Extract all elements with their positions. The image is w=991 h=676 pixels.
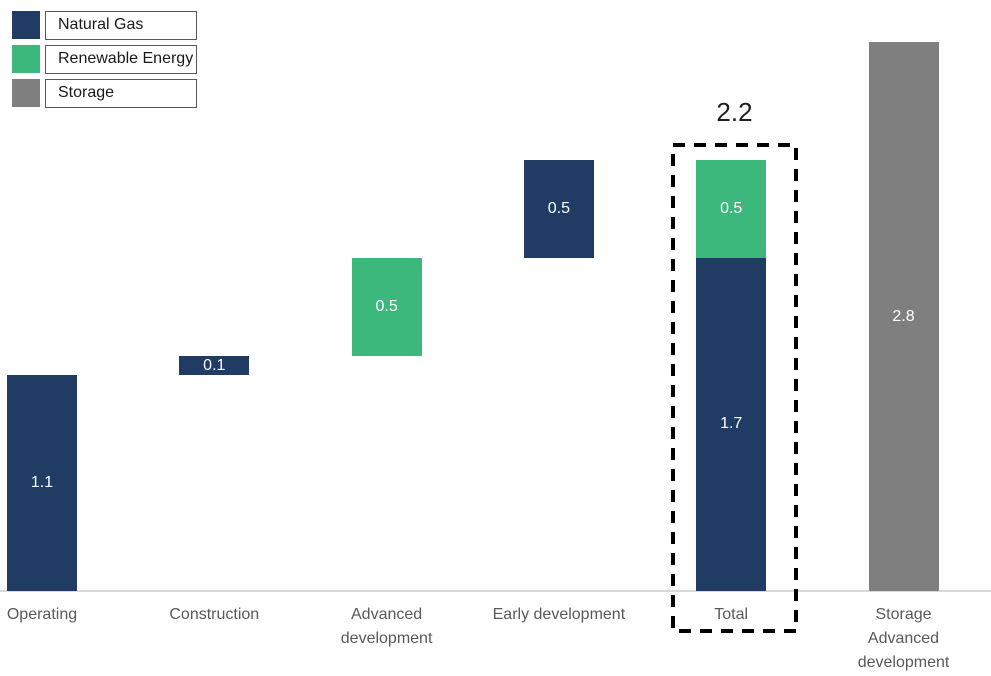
legend-label-renewable-energy: Renewable Energy	[45, 44, 197, 74]
bar-segment-advanced-development-renewable_energy: 0.5	[351, 257, 422, 356]
bar-value-label: 2.8	[892, 307, 915, 325]
legend-swatch-storage-icon	[12, 79, 40, 107]
bar-value-label: 0.1	[203, 356, 226, 374]
bar-value-label: 1.1	[30, 474, 54, 492]
total-highlight-box	[671, 143, 798, 633]
x-axis-label-operating: Operating	[6, 606, 78, 623]
bar-value-label: 0.5	[375, 297, 398, 315]
legend-item-storage: Storage	[12, 78, 197, 108]
x-axis-label-early-development: Early development	[492, 606, 626, 623]
bar-segment-operating-natural_gas: 1.1	[7, 375, 77, 591]
bar-value-label: 0.5	[547, 199, 571, 217]
legend-label-natural-gas: Natural Gas	[45, 10, 197, 40]
x-axis-label-construction: Construction	[169, 606, 260, 623]
bar-value-label: 1.7	[720, 415, 743, 433]
total-callout-value: 2.2	[716, 97, 753, 127]
bar-segment-construction-natural_gas: 0.1	[179, 355, 250, 376]
x-axis-label-advanced-development: Advanced development	[340, 606, 433, 647]
bar-value-label: 0.5	[720, 199, 743, 217]
legend-swatch-natural-gas-icon	[12, 11, 40, 39]
bar-segment-total-natural_gas: 1.7	[696, 257, 767, 591]
legend-label-storage: Storage	[45, 78, 197, 108]
x-axis-label-total: Total	[714, 606, 749, 623]
bar-segment-early-development-natural_gas: 0.5	[523, 159, 594, 258]
x-axis-label-storage-advanced-development: Storage Advanced development	[857, 606, 950, 671]
bar-segment-storage-advanced-development-storage: 2.8	[868, 42, 939, 591]
legend-item-natural-gas: Natural Gas	[12, 10, 197, 40]
chart-legend: Natural Gas Renewable Energy Storage	[12, 10, 197, 113]
legend-item-renewable-energy: Renewable Energy	[12, 44, 197, 74]
legend-swatch-renewable-energy-icon	[12, 45, 40, 73]
x-axis-line	[0, 590, 991, 592]
bar-segment-total-renewable_energy: 0.5	[696, 159, 767, 258]
